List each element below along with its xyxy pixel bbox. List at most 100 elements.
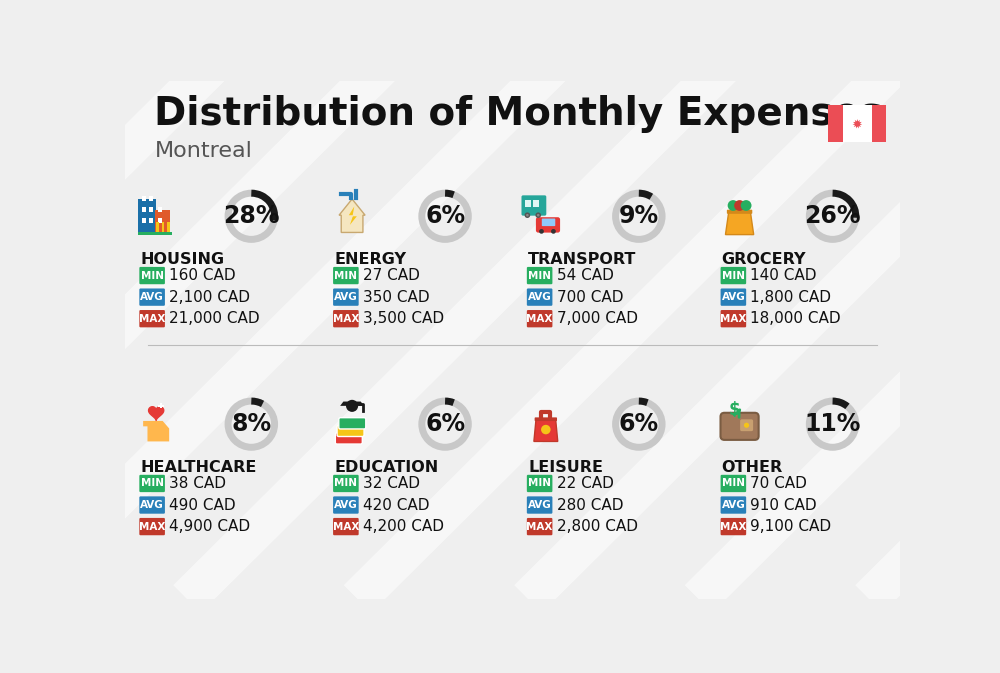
Text: 38 CAD: 38 CAD <box>169 476 226 491</box>
Text: MIN: MIN <box>722 271 745 281</box>
Bar <box>872 106 886 143</box>
Circle shape <box>346 400 358 412</box>
Text: 2,800 CAD: 2,800 CAD <box>557 519 638 534</box>
Circle shape <box>734 200 745 211</box>
Circle shape <box>535 213 541 218</box>
FancyBboxPatch shape <box>333 267 359 284</box>
Text: 27 CAD: 27 CAD <box>363 268 420 283</box>
Text: 6%: 6% <box>425 412 465 436</box>
Text: Distribution of Monthly Expenses: Distribution of Monthly Expenses <box>154 95 883 133</box>
Text: MAX: MAX <box>333 522 359 532</box>
FancyBboxPatch shape <box>139 475 165 492</box>
Text: 420 CAD: 420 CAD <box>363 497 429 513</box>
Text: 6%: 6% <box>619 412 659 436</box>
Bar <box>142 218 146 223</box>
Text: 1,800 CAD: 1,800 CAD <box>750 289 831 305</box>
Text: MIN: MIN <box>722 479 745 489</box>
Text: 160 CAD: 160 CAD <box>169 268 236 283</box>
FancyBboxPatch shape <box>828 106 886 143</box>
Circle shape <box>539 229 544 234</box>
Polygon shape <box>725 212 754 235</box>
Text: 9%: 9% <box>619 205 659 228</box>
Text: GROCERY: GROCERY <box>722 252 806 267</box>
Bar <box>162 222 164 234</box>
Bar <box>138 232 172 235</box>
Polygon shape <box>149 406 164 421</box>
Text: AVG: AVG <box>140 292 164 302</box>
Text: 490 CAD: 490 CAD <box>169 497 236 513</box>
Bar <box>158 405 164 407</box>
Circle shape <box>537 214 540 217</box>
Text: 22 CAD: 22 CAD <box>557 476 614 491</box>
Circle shape <box>525 213 530 218</box>
FancyBboxPatch shape <box>721 289 746 306</box>
FancyBboxPatch shape <box>527 497 552 513</box>
Text: 140 CAD: 140 CAD <box>750 268 817 283</box>
Polygon shape <box>534 419 558 441</box>
Bar <box>155 210 170 234</box>
Text: Montreal: Montreal <box>154 141 252 161</box>
Text: MIN: MIN <box>528 271 551 281</box>
FancyBboxPatch shape <box>535 417 557 421</box>
Polygon shape <box>143 421 169 441</box>
Circle shape <box>744 423 749 428</box>
Text: MIN: MIN <box>141 479 164 489</box>
FancyBboxPatch shape <box>139 267 165 284</box>
Polygon shape <box>349 207 357 225</box>
Text: 910 CAD: 910 CAD <box>750 497 817 513</box>
Text: AVG: AVG <box>528 500 552 510</box>
FancyBboxPatch shape <box>527 518 552 535</box>
FancyBboxPatch shape <box>527 310 552 327</box>
Text: AVG: AVG <box>722 500 745 510</box>
FancyBboxPatch shape <box>333 475 359 492</box>
Text: 18,000 CAD: 18,000 CAD <box>750 311 841 326</box>
Text: 32 CAD: 32 CAD <box>363 476 420 491</box>
Bar <box>158 207 162 212</box>
Text: EDUCATION: EDUCATION <box>334 460 438 475</box>
Text: MIN: MIN <box>141 271 164 281</box>
FancyBboxPatch shape <box>527 289 552 306</box>
Bar <box>142 197 146 201</box>
FancyBboxPatch shape <box>721 518 746 535</box>
Text: MAX: MAX <box>720 522 747 532</box>
Text: MAX: MAX <box>720 314 747 324</box>
FancyBboxPatch shape <box>139 497 165 513</box>
Circle shape <box>728 200 738 211</box>
FancyBboxPatch shape <box>139 289 165 306</box>
Text: 2,100 CAD: 2,100 CAD <box>169 289 250 305</box>
Bar <box>149 207 153 212</box>
Text: HEALTHCARE: HEALTHCARE <box>140 460 257 475</box>
FancyBboxPatch shape <box>139 310 165 327</box>
FancyBboxPatch shape <box>333 518 359 535</box>
Bar <box>828 106 843 143</box>
Text: MIN: MIN <box>528 479 551 489</box>
Text: 700 CAD: 700 CAD <box>557 289 623 305</box>
FancyBboxPatch shape <box>721 475 746 492</box>
Bar <box>158 218 162 223</box>
FancyBboxPatch shape <box>527 475 552 492</box>
Text: AVG: AVG <box>528 292 552 302</box>
Text: LEISURE: LEISURE <box>528 460 603 475</box>
Bar <box>149 218 153 223</box>
Text: HOUSING: HOUSING <box>140 252 225 267</box>
Text: AVG: AVG <box>334 500 358 510</box>
Text: 54 CAD: 54 CAD <box>557 268 614 283</box>
Bar <box>156 222 159 234</box>
Text: 9,100 CAD: 9,100 CAD <box>750 519 832 534</box>
FancyBboxPatch shape <box>337 425 364 437</box>
FancyBboxPatch shape <box>542 219 555 226</box>
Text: MAX: MAX <box>139 314 165 324</box>
FancyBboxPatch shape <box>333 310 359 327</box>
FancyBboxPatch shape <box>521 195 546 215</box>
Text: 70 CAD: 70 CAD <box>750 476 807 491</box>
Circle shape <box>551 229 556 234</box>
Text: 7,000 CAD: 7,000 CAD <box>557 311 638 326</box>
Text: 4,900 CAD: 4,900 CAD <box>169 519 250 534</box>
Bar <box>533 200 539 207</box>
Text: 4,200 CAD: 4,200 CAD <box>363 519 444 534</box>
Text: MIN: MIN <box>334 479 357 489</box>
FancyBboxPatch shape <box>721 310 746 327</box>
FancyBboxPatch shape <box>527 267 552 284</box>
FancyBboxPatch shape <box>721 267 746 284</box>
FancyBboxPatch shape <box>536 217 560 233</box>
